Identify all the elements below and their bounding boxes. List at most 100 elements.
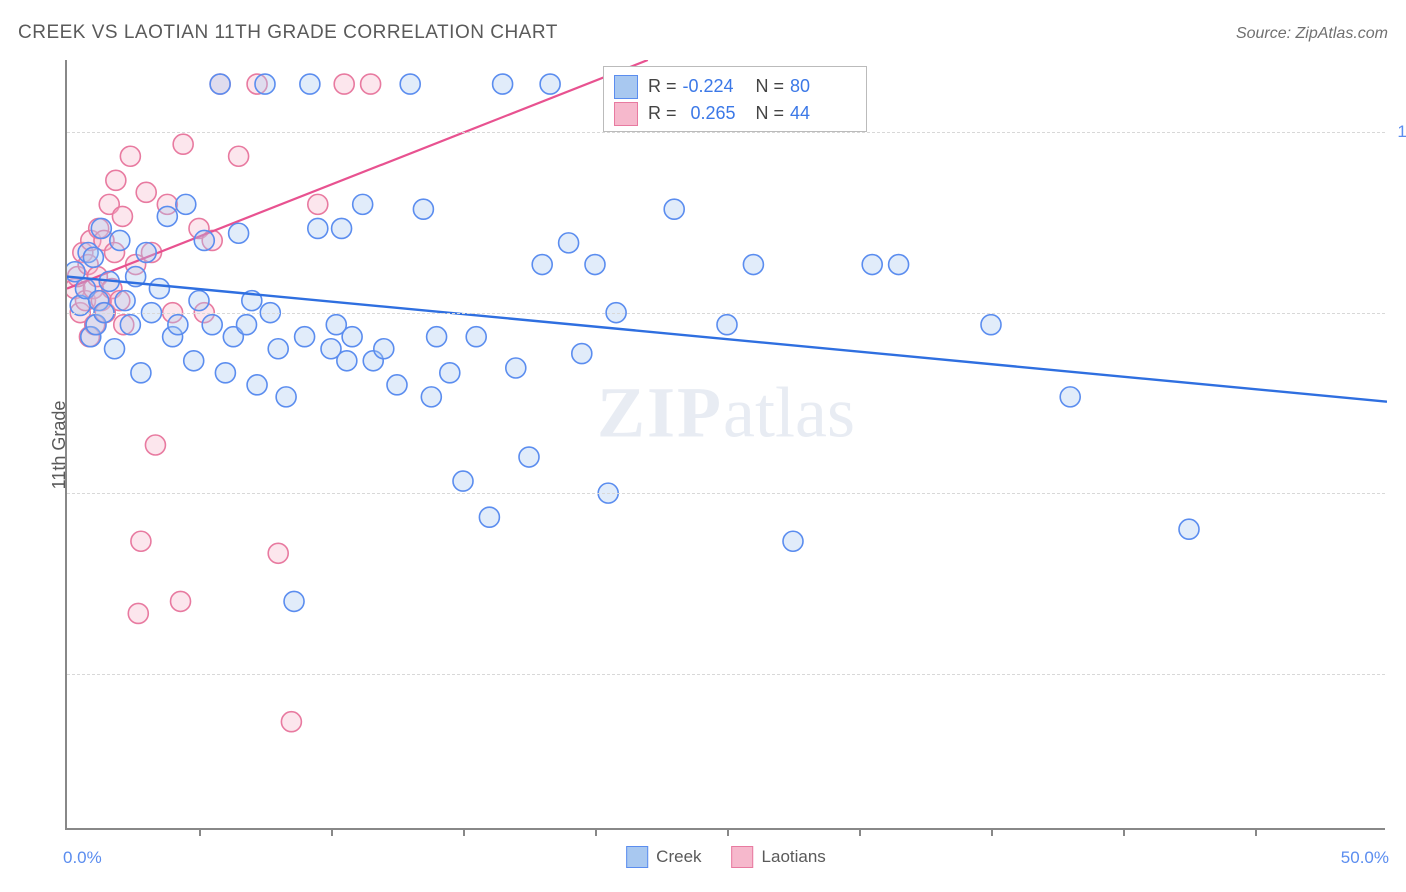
stat-r-label: R = <box>648 100 677 127</box>
scatter-point <box>519 447 539 467</box>
scatter-point <box>176 194 196 214</box>
scatter-point <box>334 74 354 94</box>
scatter-point <box>332 218 352 238</box>
scatter-point <box>1179 519 1199 539</box>
y-tick-label: 100.0% <box>1390 122 1406 142</box>
x-tick <box>1255 828 1257 836</box>
stat-n-laotians: 44 <box>790 100 852 127</box>
plot-frame: ZIPatlas R = -0.224 N = 80 R = 0.265 N =… <box>65 60 1385 830</box>
scatter-point <box>268 543 288 563</box>
scatter-point <box>361 74 381 94</box>
scatter-point <box>112 206 132 226</box>
scatter-point <box>479 507 499 527</box>
scatter-point <box>308 218 328 238</box>
stat-r-creek: -0.224 <box>683 73 745 100</box>
scatter-point <box>128 603 148 623</box>
chart-title: CREEK VS LAOTIAN 11TH GRADE CORRELATION … <box>18 22 558 44</box>
x-tick <box>463 828 465 836</box>
scatter-point <box>493 74 513 94</box>
scatter-point <box>281 712 301 732</box>
scatter-point <box>229 146 249 166</box>
scatter-point <box>284 591 304 611</box>
scatter-point <box>506 358 526 378</box>
scatter-point <box>413 199 433 219</box>
scatter-point <box>115 291 135 311</box>
scatter-point <box>91 218 111 238</box>
scatter-point <box>131 363 151 383</box>
x-tick <box>595 828 597 836</box>
scatter-point <box>173 134 193 154</box>
scatter-svg <box>67 60 1387 830</box>
stat-n-creek: 80 <box>790 73 852 100</box>
x-max-label: 50.0% <box>1341 848 1389 868</box>
chart-source: Source: ZipAtlas.com <box>1236 25 1388 43</box>
legend-swatch-creek <box>626 846 648 868</box>
x-tick <box>727 828 729 836</box>
scatter-point <box>532 255 552 275</box>
gridline-h <box>67 674 1385 675</box>
chart-header: CREEK VS LAOTIAN 11TH GRADE CORRELATION … <box>18 22 1388 44</box>
scatter-point <box>540 74 560 94</box>
scatter-point <box>210 74 230 94</box>
scatter-point <box>194 230 214 250</box>
scatter-point <box>106 170 126 190</box>
legend-swatch-laotians <box>732 846 754 868</box>
stat-row-laotians: R = 0.265 N = 44 <box>614 100 852 127</box>
stat-n-label: N = <box>751 73 785 100</box>
scatter-point <box>168 315 188 335</box>
x-min-label: 0.0% <box>63 848 102 868</box>
scatter-point <box>862 255 882 275</box>
scatter-point <box>120 146 140 166</box>
scatter-point <box>120 315 140 335</box>
scatter-point <box>783 531 803 551</box>
scatter-point <box>466 327 486 347</box>
legend-bottom: Creek Laotians <box>626 846 826 868</box>
scatter-point <box>237 315 257 335</box>
legend-item-laotians: Laotians <box>732 846 826 868</box>
scatter-point <box>717 315 737 335</box>
x-tick <box>991 828 993 836</box>
scatter-point <box>110 230 130 250</box>
stat-r-label: R = <box>648 73 677 100</box>
scatter-point <box>189 291 209 311</box>
scatter-point <box>337 351 357 371</box>
scatter-point <box>889 255 909 275</box>
stat-r-laotians: 0.265 <box>683 100 745 127</box>
scatter-point <box>131 531 151 551</box>
gridline-h <box>67 313 1385 314</box>
x-tick <box>859 828 861 836</box>
scatter-point <box>559 233 579 253</box>
x-tick <box>1123 828 1125 836</box>
stat-swatch-creek <box>614 75 638 99</box>
gridline-h <box>67 493 1385 494</box>
legend-label-creek: Creek <box>656 847 701 866</box>
scatter-point <box>105 339 125 359</box>
scatter-point <box>255 74 275 94</box>
scatter-point <box>202 315 222 335</box>
y-tick-label: 92.5% <box>1390 303 1406 323</box>
scatter-point <box>276 387 296 407</box>
scatter-point <box>149 279 169 299</box>
scatter-point <box>440 363 460 383</box>
scatter-point <box>171 591 191 611</box>
scatter-point <box>83 247 103 267</box>
scatter-point <box>229 223 249 243</box>
scatter-point <box>157 206 177 226</box>
scatter-point <box>400 74 420 94</box>
scatter-point <box>981 315 1001 335</box>
scatter-point <box>295 327 315 347</box>
y-tick-label: 85.0% <box>1390 483 1406 503</box>
correlation-stat-box: R = -0.224 N = 80 R = 0.265 N = 44 <box>603 66 867 132</box>
scatter-point <box>136 243 156 263</box>
scatter-point <box>585 255 605 275</box>
scatter-point <box>664 199 684 219</box>
scatter-point <box>184 351 204 371</box>
scatter-point <box>300 74 320 94</box>
scatter-point <box>1060 387 1080 407</box>
gridline-h <box>67 132 1385 133</box>
x-tick <box>199 828 201 836</box>
stat-row-creek: R = -0.224 N = 80 <box>614 73 852 100</box>
scatter-point <box>353 194 373 214</box>
legend-item-creek: Creek <box>626 846 701 868</box>
scatter-point <box>136 182 156 202</box>
